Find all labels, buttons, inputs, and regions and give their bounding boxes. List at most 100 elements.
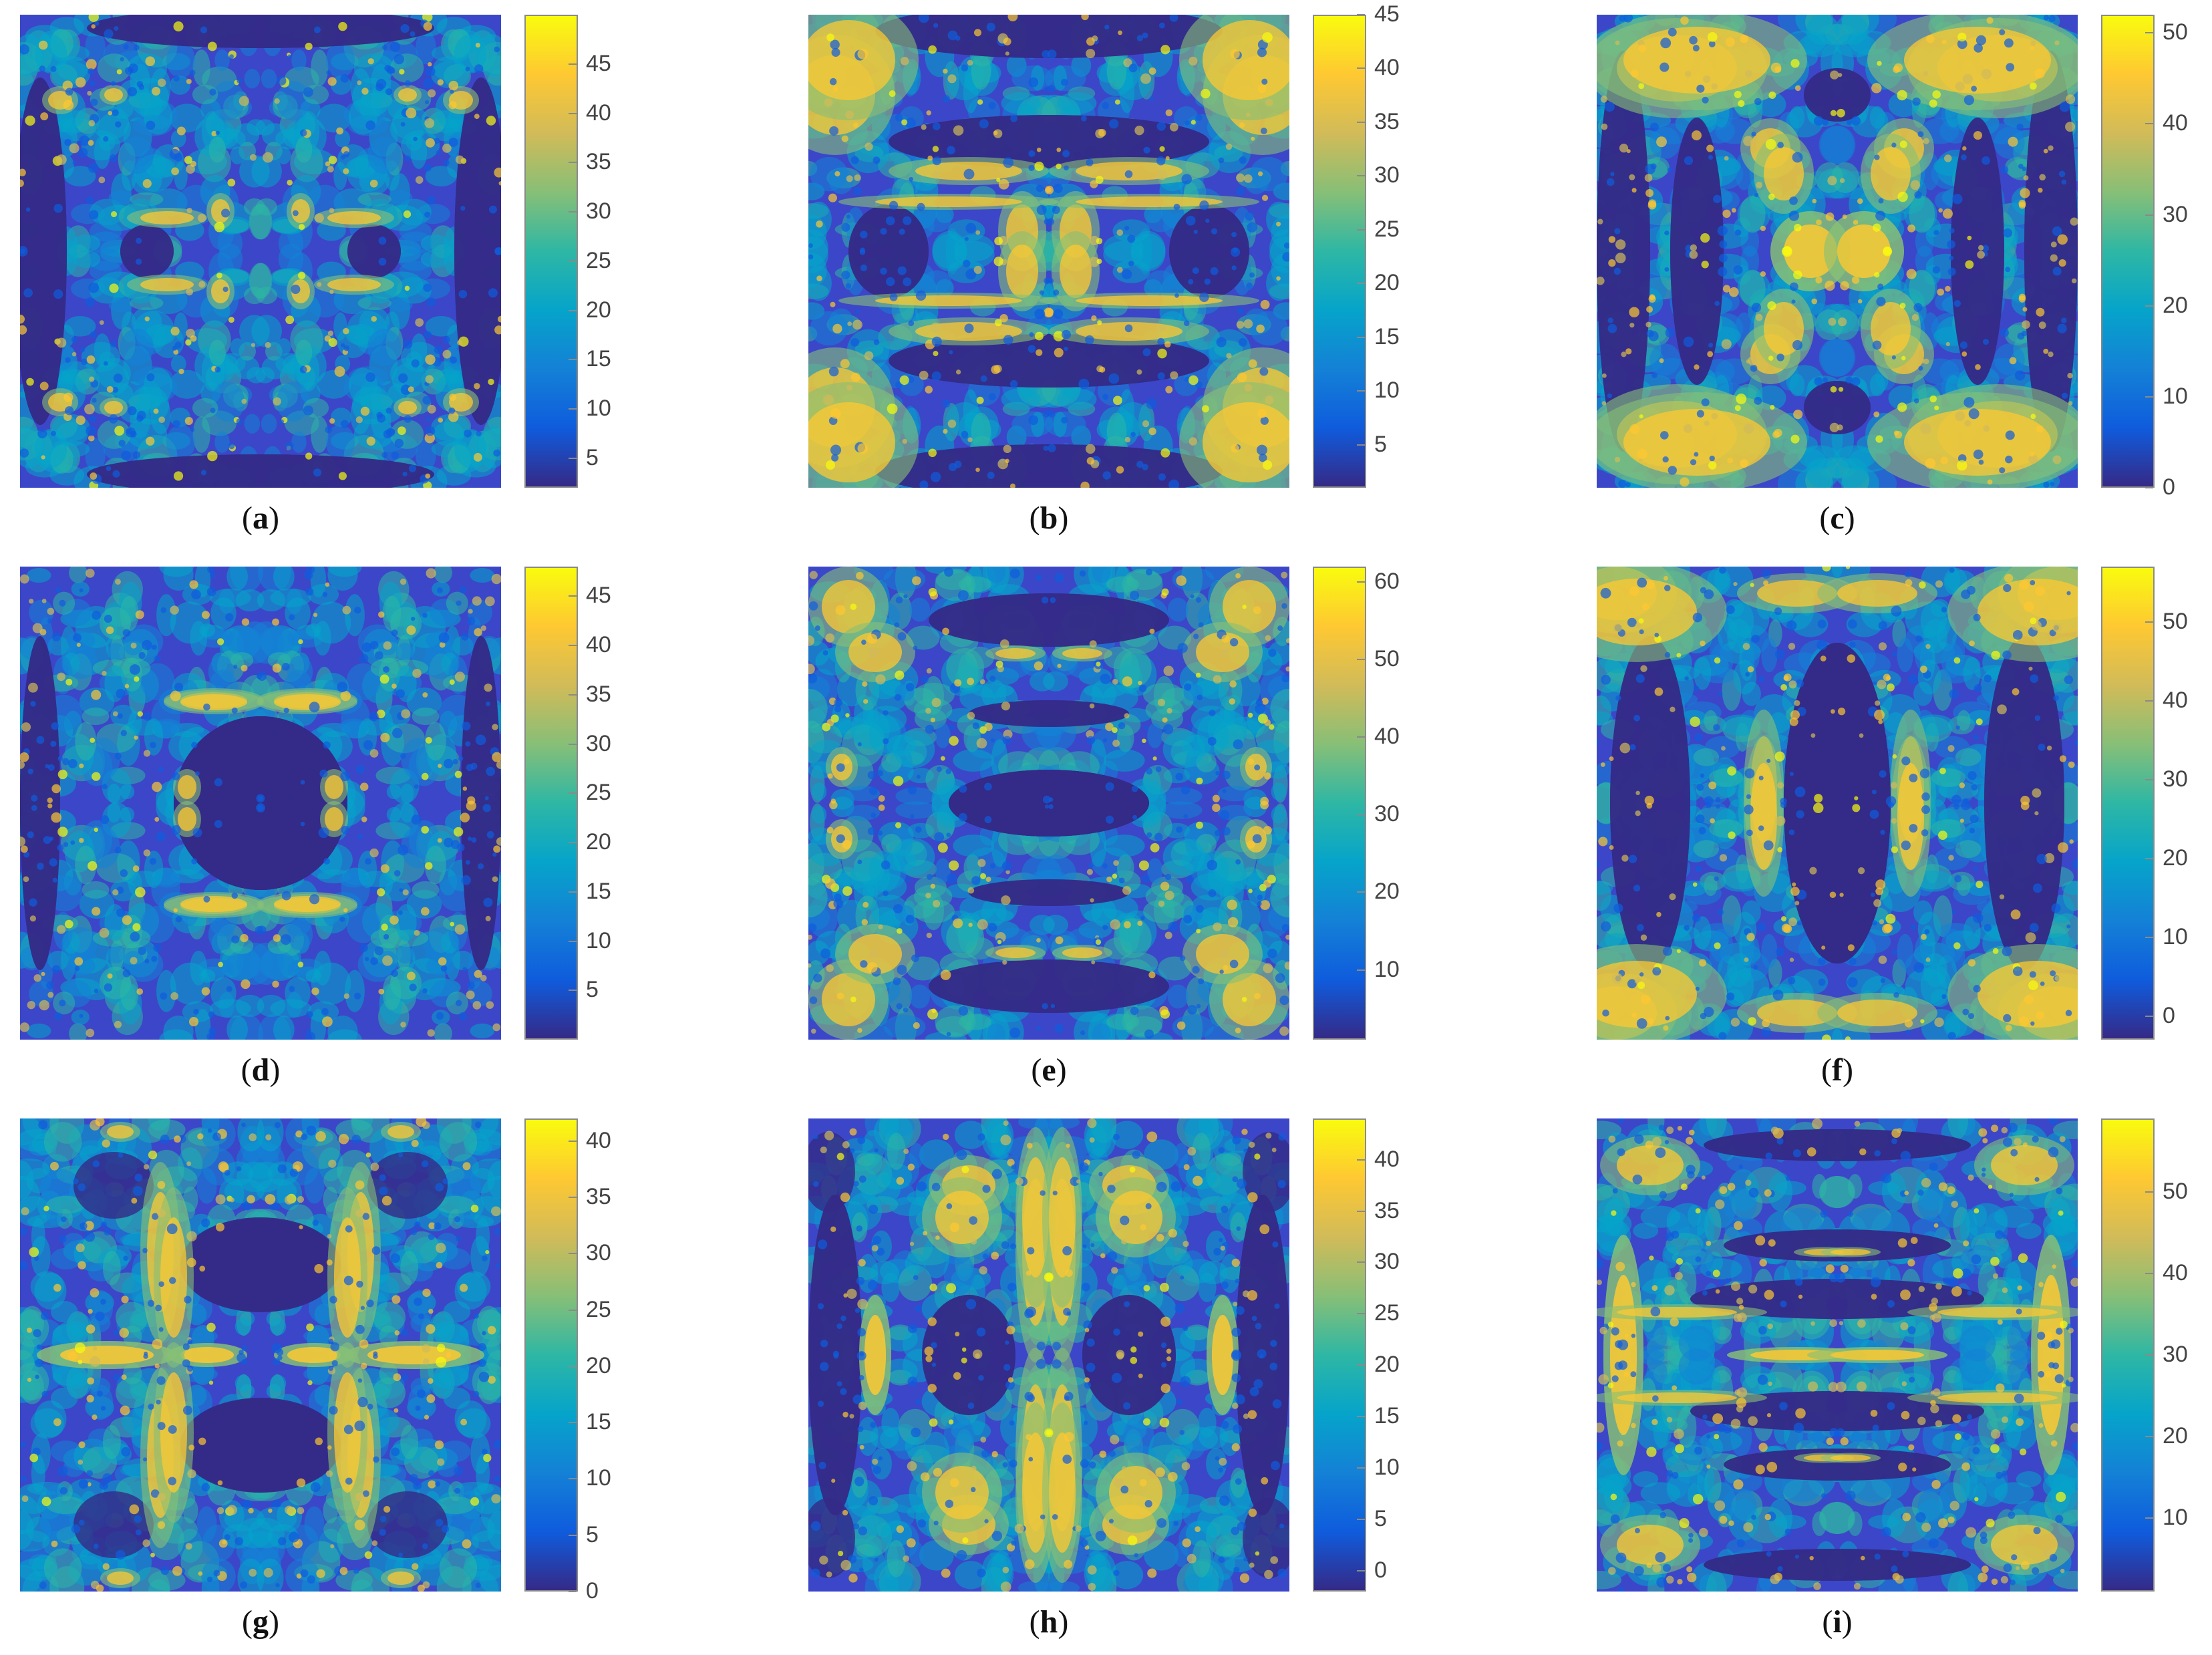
tick-label: 25 (1374, 1300, 1400, 1326)
tick-mark (1357, 444, 1365, 446)
heatmap-field (20, 567, 501, 1040)
panel-label-close: ) (1056, 1052, 1067, 1088)
panel-label-letter: b (1040, 500, 1058, 536)
panel-label-letter: e (1042, 1052, 1056, 1088)
panel-label-close: ) (1842, 1604, 1853, 1640)
tick-label: 5 (586, 1522, 599, 1548)
tick-mark (1357, 283, 1365, 284)
heatmap-field (1597, 567, 2078, 1040)
panel-label: (g) (20, 1604, 501, 1640)
tick-mark (2145, 1191, 2153, 1193)
tick-label: 25 (1374, 216, 1400, 243)
tick-mark (2145, 396, 2153, 398)
tick-label: 20 (1374, 879, 1400, 905)
tick-mark (569, 1366, 577, 1367)
tick-label: 10 (1374, 957, 1400, 983)
panel-label-open: ( (1031, 1052, 1042, 1088)
panel-label: (a) (20, 500, 501, 537)
tick-mark (1357, 659, 1365, 660)
heatmap-field (808, 1118, 1289, 1592)
tick-mark (1357, 1416, 1365, 1417)
panel-label-open: ( (1030, 500, 1040, 536)
tick-label: 35 (586, 682, 611, 708)
tick-label: 10 (586, 396, 611, 422)
tick-label: 30 (586, 198, 611, 224)
tick-label: 15 (1374, 1403, 1400, 1429)
tick-label: 0 (586, 1578, 599, 1604)
tick-mark (2145, 1016, 2153, 1017)
tick-mark (1357, 814, 1365, 815)
panel-label: (f) (1597, 1052, 2078, 1088)
panel-label-letter: d (252, 1052, 270, 1088)
tick-mark (569, 941, 577, 942)
tick-label: 5 (1374, 432, 1387, 458)
tick-label: 45 (586, 51, 611, 77)
tick-mark (1357, 1261, 1365, 1263)
tick-label: 40 (586, 632, 611, 658)
tick-label: 20 (1374, 270, 1400, 296)
panel-label-close: ) (269, 1604, 279, 1640)
tick-label: 25 (586, 1297, 611, 1323)
tick-mark (1357, 67, 1365, 69)
tick-label: 30 (2163, 766, 2188, 792)
tick-label: 30 (2163, 202, 2188, 228)
tick-label: 40 (2163, 1260, 2188, 1286)
tick-label: 40 (1374, 55, 1400, 81)
tick-label: 20 (2163, 293, 2188, 319)
tick-mark (1357, 891, 1365, 893)
tick-mark (569, 1535, 577, 1536)
tick-mark (1357, 1570, 1365, 1571)
panel-label-open: ( (1030, 1604, 1040, 1640)
panel-label-open: ( (242, 500, 253, 536)
tick-label: 40 (1374, 724, 1400, 750)
tick-label: 5 (1374, 1506, 1387, 1532)
tick-label: 30 (1374, 1249, 1400, 1275)
tick-mark (569, 1197, 577, 1198)
tick-label: 35 (586, 1184, 611, 1210)
heatmap-field (808, 15, 1289, 488)
tick-mark (569, 1422, 577, 1423)
colorbar-g (524, 1118, 578, 1592)
panel-label-open: ( (1819, 500, 1830, 536)
heatmap-g (20, 1118, 501, 1592)
heatmap-e (808, 567, 1289, 1040)
colorbar-c (2101, 15, 2155, 488)
colorbar-a (524, 15, 578, 488)
tick-mark (2145, 1273, 2153, 1274)
panel-label-letter: i (1833, 1604, 1841, 1640)
tick-label: 30 (2163, 1342, 2188, 1368)
tick-mark (1357, 736, 1365, 738)
panel-label-close: ) (269, 1052, 280, 1088)
tick-mark (569, 842, 577, 843)
panel-label: (h) (808, 1604, 1289, 1640)
tick-mark (569, 211, 577, 212)
tick-label: 50 (2163, 1179, 2188, 1205)
tick-label: 10 (2163, 1505, 2188, 1531)
tick-mark (2145, 621, 2153, 623)
tick-label: 35 (1374, 109, 1400, 135)
tick-mark (569, 458, 577, 459)
tick-mark (1357, 969, 1365, 971)
panel-label-letter: c (1830, 500, 1844, 536)
panel-label: (c) (1597, 500, 2078, 537)
tick-label: 45 (586, 583, 611, 609)
tick-label: 50 (1374, 646, 1400, 672)
panel-label: (i) (1597, 1604, 2078, 1640)
tick-label: 45 (1374, 1, 1400, 27)
tick-label: 35 (586, 149, 611, 175)
tick-mark (569, 744, 577, 745)
tick-mark (1357, 229, 1365, 231)
heatmap-field (808, 567, 1289, 1040)
tick-label: 20 (586, 829, 611, 855)
tick-mark (569, 1591, 577, 1592)
tick-mark (569, 694, 577, 696)
tick-label: 35 (1374, 1198, 1400, 1224)
panel-label: (b) (808, 500, 1289, 537)
